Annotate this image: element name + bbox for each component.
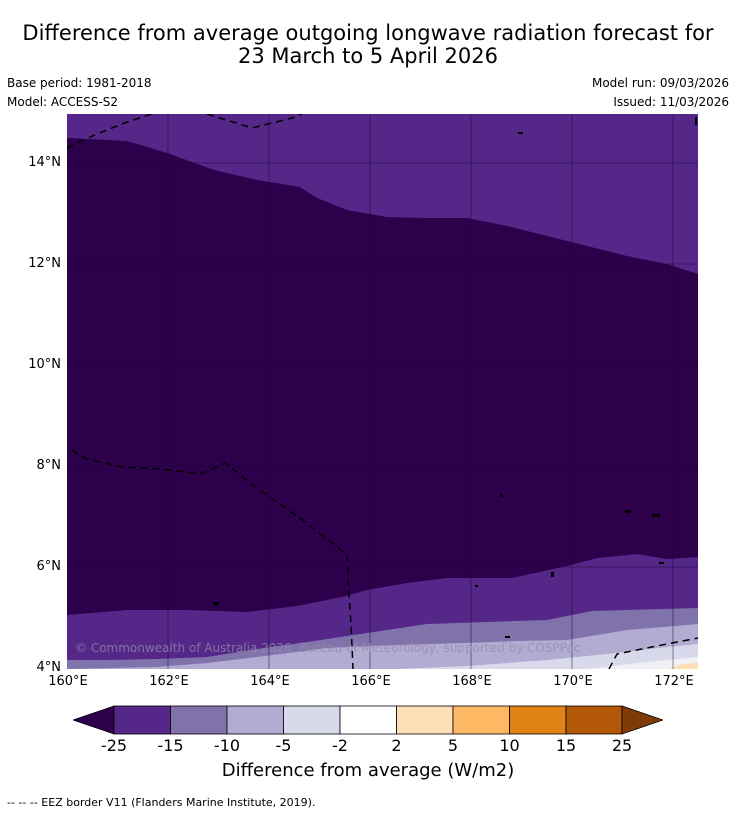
colorbar-tick-7: 5 [447, 736, 459, 755]
island-5 [551, 572, 554, 577]
island-8 [652, 514, 660, 517]
island-6 [659, 562, 664, 564]
band-minus2-plus2 [587, 657, 698, 669]
lon-label-162e: 162°E [149, 674, 189, 689]
lat-label-4n: 4°N [36, 660, 62, 675]
colorbar-tick-2: -15 [157, 736, 184, 755]
colorbar-seg-3 [226, 705, 284, 735]
eez-border-north [67, 114, 153, 149]
colorbar-seg-6 [396, 705, 454, 735]
colorbar-seg-1 [113, 705, 171, 735]
meta-right: Model run: 09/03/2026 Issued: 11/03/2026 [592, 74, 729, 112]
base-period: Base period: 1981-2018 [7, 76, 152, 90]
gridlines [67, 114, 698, 669]
island-3 [475, 585, 478, 587]
issued-date: Issued: 11/03/2026 [613, 95, 729, 109]
colorbar-tick-3: -10 [213, 736, 241, 755]
colorbar-tick-1: -25 [100, 736, 128, 755]
lat-label-10n: 10°N [28, 357, 61, 372]
colorbar-seg-9 [565, 705, 623, 735]
copyright-notice: © Commonwealth of Australia 2026, Bureau… [75, 641, 581, 655]
eez-border-southeast [608, 637, 698, 669]
lon-label-166e: 166°E [351, 674, 391, 689]
colorbar-tick-8: 10 [499, 736, 520, 755]
eez-legend: -- -- -- EEZ border V11 (Flanders Marine… [7, 796, 316, 809]
island-2 [695, 117, 697, 125]
lon-label-170e: 170°E [553, 674, 593, 689]
meta-left: Base period: 1981-2018 Model: ACCESS-S2 [7, 74, 152, 112]
band-minus25-minus15-north [67, 114, 698, 274]
lon-label-168e: 168°E [452, 674, 492, 689]
lon-label-172e: 172°E [654, 674, 694, 689]
colorbar-tick-9: 15 [555, 736, 577, 755]
colorbar-label: Difference from average (W/m2) [221, 760, 515, 781]
band-plus2-plus5 [667, 663, 698, 669]
colorbar-extend-high [621, 705, 663, 735]
eez-borders [67, 114, 698, 669]
map-title: Difference from average outgoing longwav… [0, 22, 736, 68]
olr-anomaly-map [67, 114, 698, 669]
colorbar [73, 705, 663, 735]
lat-label-12n: 12°N [28, 256, 61, 271]
colorbar-tick-10: 25 [611, 736, 633, 755]
model-run: Model run: 09/03/2026 [591, 76, 729, 90]
colorbar-seg-8 [509, 705, 567, 735]
eez-border-central [71, 449, 354, 669]
colorbar-tick-5: -2 [332, 736, 348, 755]
island-9 [505, 636, 510, 638]
colorbar-seg-5 [339, 705, 397, 735]
band-minus5-minus2 [397, 644, 698, 669]
island-7 [625, 510, 631, 513]
island-1 [518, 132, 523, 134]
title-line-2: 23 March to 5 April 2026 [238, 44, 498, 68]
lat-label-14n: 14°N [28, 155, 61, 170]
lon-label-160e: 160°E [48, 674, 88, 689]
colorbar-tick-4: -5 [275, 736, 292, 755]
band-minus10-minus5 [67, 624, 698, 669]
colorbar-seg-2 [170, 705, 228, 735]
model-name: Model: ACCESS-S2 [7, 95, 119, 109]
island-4 [213, 602, 219, 605]
colorbar-seg-4 [283, 705, 341, 735]
islands [213, 117, 697, 638]
lat-label-8n: 8°N [36, 458, 62, 473]
lon-label-164e: 164°E [250, 674, 290, 689]
colorbar-tick-6: 2 [391, 736, 402, 755]
colorbar-seg-7 [452, 705, 510, 735]
island-10 [500, 494, 503, 497]
lat-label-6n: 6°N [36, 559, 62, 574]
colorbar-extend-low [73, 705, 115, 735]
title-line-1: Difference from average outgoing longwav… [22, 21, 714, 45]
